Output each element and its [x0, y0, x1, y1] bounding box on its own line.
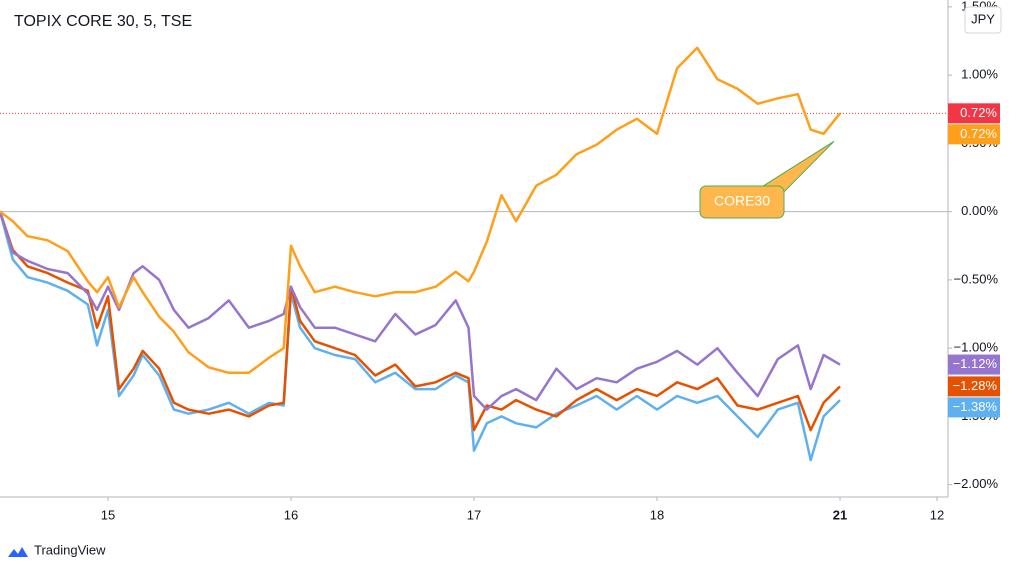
- price-badge: [948, 124, 1000, 145]
- plot-area: 15 16 17 18 21 12: [0, 46, 948, 522]
- series-line: [0, 46, 841, 375]
- y-tick-label: 0.00%: [961, 203, 998, 218]
- annotation-seam: [760, 186, 777, 201]
- x-tick-label: 12: [930, 507, 944, 522]
- x-tick-label: 18: [650, 507, 664, 522]
- series-line: [0, 211, 841, 462]
- annotation-box: [699, 185, 785, 219]
- price-badge: [948, 354, 1000, 375]
- brand-name: TradingView: [34, 542, 106, 557]
- price-badge-label: −1.28%: [953, 378, 998, 393]
- price-badge-label: −1.12%: [953, 356, 998, 371]
- currency-label: JPY: [971, 11, 995, 26]
- y-tick-label: 1.00%: [961, 67, 998, 82]
- overlay: CORE30 0.72% 0.72% −1.12% −1.28% −1.38% JPY: [699, 6, 1002, 418]
- brand-logo: [8, 547, 28, 557]
- y-tick-label: −1.00%: [954, 340, 999, 355]
- brand: TradingView: [8, 542, 106, 557]
- y-tick-label: −0.50%: [954, 271, 999, 286]
- x-tick-label: 21: [833, 507, 847, 522]
- price-badge-label: 0.72%: [960, 105, 997, 120]
- price-badge-label: −1.38%: [953, 399, 998, 414]
- price-badge-label: 0.72%: [960, 126, 997, 141]
- price-badge: [948, 397, 1000, 418]
- x-tick-label: 15: [101, 507, 115, 522]
- annotation-text: CORE30: [714, 193, 770, 209]
- x-tick-label: 16: [284, 507, 298, 522]
- price-badge: [948, 376, 1000, 397]
- y-tick-label: −2.00%: [954, 476, 999, 491]
- series-line: [0, 211, 841, 432]
- currency-box: [964, 6, 1002, 34]
- chart-title: TOPIX CORE 30, 5, TSE: [14, 13, 192, 30]
- x-tick-label: 17: [467, 507, 481, 522]
- price-badge: [948, 103, 1000, 124]
